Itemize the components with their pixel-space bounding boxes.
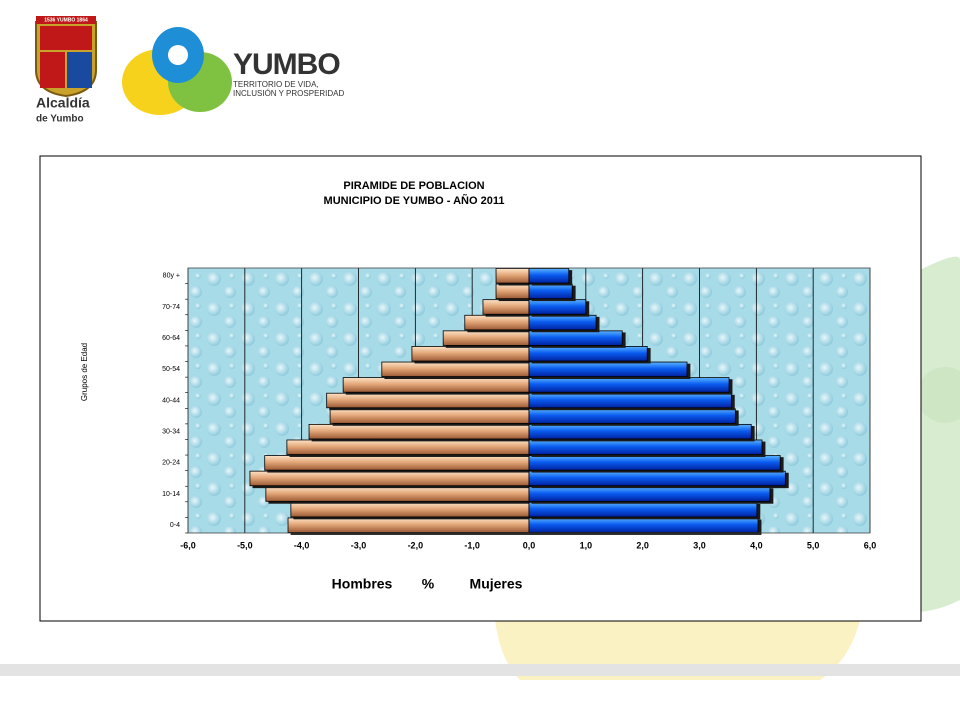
x-tick-label: 3,0: [693, 540, 706, 550]
seal-text: 1536 YUMBO 1864: [44, 17, 88, 23]
bar: [411, 346, 530, 362]
bar: [528, 517, 759, 533]
bar: [528, 299, 587, 315]
slogan-line: TERRITORIO DE VIDA,: [233, 80, 319, 89]
x-label-left: Hombres: [332, 576, 393, 592]
bar: [464, 314, 530, 331]
bar: [528, 439, 763, 455]
x-tick-label: -4,0: [294, 540, 310, 550]
bar: [286, 439, 530, 455]
x-tick-label: 2,0: [636, 540, 649, 550]
alcaldia-text: Alcaldía: [36, 95, 90, 111]
bar: [528, 283, 573, 300]
bar: [290, 501, 530, 518]
x-tick-label: -2,0: [408, 540, 424, 550]
bar: [495, 283, 530, 300]
x-tick-label: -5,0: [237, 540, 253, 550]
brand-text: YUMBO: [233, 48, 340, 81]
de-yumbo-text: de Yumbo: [36, 114, 84, 125]
bar: [326, 392, 530, 409]
y-tick-label: 10-14: [162, 491, 180, 498]
bar: [528, 330, 623, 346]
y-tick-label: 30-34: [162, 429, 180, 436]
bar: [528, 486, 771, 502]
bar: [528, 501, 758, 518]
yumbo-logo: YUMBO TERRITORIO DE VIDA, INCLUSIÓN Y PR…: [122, 27, 345, 115]
bar: [482, 299, 530, 315]
x-tick-label: 1,0: [580, 540, 593, 550]
bar: [528, 392, 732, 409]
y-tick-label: 50-54: [162, 366, 180, 373]
bar: [442, 330, 530, 346]
chart-title: PIRAMIDE DE POBLACION: [343, 180, 484, 192]
y-tick-label: 0-4: [170, 522, 180, 529]
bar: [528, 455, 781, 471]
background-decoration: [0, 256, 960, 680]
bar: [265, 486, 530, 502]
bar: [495, 268, 530, 284]
bar: [329, 408, 530, 424]
x-label-right: Mujeres: [470, 576, 523, 592]
bar: [528, 408, 736, 424]
x-tick-label: -1,0: [464, 540, 480, 550]
bar: [528, 268, 570, 284]
bar: [528, 470, 786, 487]
y-tick-label: 80y +: [163, 273, 180, 280]
bar: [528, 314, 597, 331]
y-axis-label: Grupos de Edad: [80, 343, 89, 401]
alcaldia-logo: 1536 YUMBO 1864 Alcaldía de Yumbo: [35, 16, 97, 125]
y-tick-label: 40-44: [162, 397, 180, 404]
chart-subtitle: MUNICIPIO DE YUMBO - AÑO 2011: [324, 194, 505, 207]
bar: [264, 455, 530, 471]
y-tick-label: 60-64: [162, 335, 180, 342]
plot-border: [187, 267, 871, 534]
slogan-line: INCLUSIÓN Y PROSPERIDAD: [233, 89, 345, 98]
bar: [249, 470, 530, 487]
x-tick-label: 6,0: [864, 540, 877, 550]
bar: [287, 517, 530, 533]
x-tick-label: 4,0: [750, 540, 763, 550]
bar: [528, 377, 730, 393]
y-tick-label: 20-24: [162, 460, 180, 467]
y-tick-label: 70-74: [162, 304, 180, 311]
bar: [342, 377, 530, 393]
x-tick-label: 0,0: [523, 540, 536, 550]
bar: [381, 361, 530, 378]
x-tick-label: -6,0: [180, 540, 196, 550]
x-tick-label: 5,0: [807, 540, 820, 550]
x-tick-label: -3,0: [351, 540, 367, 550]
bar: [528, 423, 752, 440]
bar: [308, 423, 530, 440]
x-axis-label: %: [422, 576, 435, 592]
bar: [528, 361, 688, 378]
bar: [528, 346, 648, 362]
